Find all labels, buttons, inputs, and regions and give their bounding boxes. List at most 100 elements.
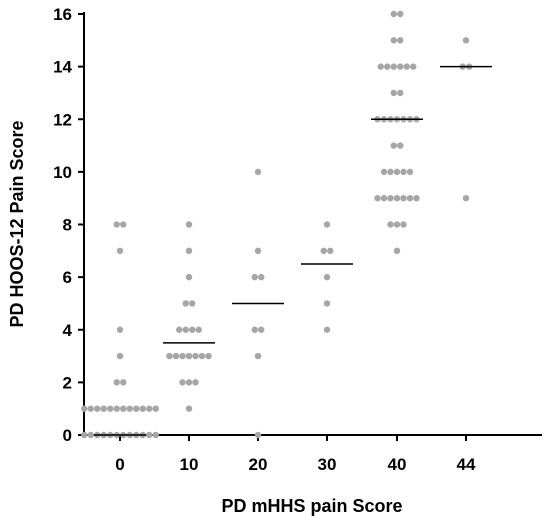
data-point <box>397 37 404 44</box>
data-point <box>462 194 470 202</box>
data-point <box>192 379 199 386</box>
data-point <box>195 326 202 333</box>
data-point <box>387 221 394 228</box>
data-point <box>251 273 258 281</box>
data-point <box>185 273 193 281</box>
data-point <box>406 168 414 176</box>
data-point <box>323 273 331 281</box>
data-point <box>116 326 124 333</box>
y-tick-label: 16 <box>53 5 72 24</box>
y-tick-label: 6 <box>63 268 72 287</box>
data-point <box>192 352 199 360</box>
data-point <box>254 352 262 360</box>
data-point <box>172 352 180 360</box>
data-point <box>185 405 193 412</box>
y-axis-ticks: 0 2 4 6 8 10 12 14 16 <box>53 5 84 445</box>
median-lines <box>94 65 492 436</box>
data-point <box>179 379 186 386</box>
data-point <box>113 221 120 228</box>
data-point <box>384 63 391 70</box>
x-tick-label: 20 <box>249 455 268 474</box>
data-point <box>133 405 140 412</box>
data-point <box>81 405 88 412</box>
data-point <box>323 300 331 307</box>
y-tick-label: 8 <box>63 216 72 235</box>
data-point <box>258 326 265 333</box>
data-point <box>113 379 120 386</box>
data-point <box>146 405 153 412</box>
data-point <box>462 37 470 44</box>
x-tick-label: 30 <box>318 455 337 474</box>
x-tick-label: 0 <box>115 455 124 474</box>
data-point <box>189 326 196 333</box>
data-point <box>413 194 420 202</box>
data-points <box>81 10 473 439</box>
x-tick-label: 44 <box>457 455 476 474</box>
y-tick-label: 12 <box>53 110 72 129</box>
data-point <box>126 405 133 412</box>
data-point <box>400 168 407 176</box>
y-tick-label: 10 <box>53 163 72 182</box>
x-axis-title: PD mHHS pain Score <box>221 496 402 516</box>
data-point <box>189 300 196 307</box>
data-point <box>185 379 193 386</box>
data-point <box>100 405 107 412</box>
data-point <box>139 405 146 412</box>
y-tick-label: 2 <box>63 373 72 392</box>
data-point <box>116 247 124 255</box>
data-point <box>390 10 397 18</box>
data-point <box>390 37 397 44</box>
data-point <box>393 247 401 255</box>
data-point <box>81 431 88 439</box>
y-tick-label: 4 <box>63 321 73 340</box>
data-point <box>393 194 401 202</box>
x-tick-label: 10 <box>180 455 199 474</box>
data-point <box>116 352 124 360</box>
data-point <box>166 352 173 360</box>
data-point <box>185 247 193 255</box>
data-point <box>182 326 189 333</box>
data-point <box>323 221 331 228</box>
y-tick-label: 14 <box>53 58 72 77</box>
data-point <box>406 194 414 202</box>
data-point <box>393 168 401 176</box>
data-point <box>377 63 384 70</box>
data-point <box>185 221 193 228</box>
data-point <box>327 247 334 255</box>
data-point <box>94 405 101 412</box>
data-point <box>120 405 127 412</box>
data-point <box>397 10 404 18</box>
axes <box>83 12 542 436</box>
data-point <box>251 326 258 333</box>
data-point <box>185 352 193 360</box>
data-point <box>176 326 183 333</box>
data-point <box>390 142 397 149</box>
data-point <box>254 168 262 176</box>
data-point <box>146 431 153 439</box>
x-axis-ticks: 0 10 20 30 40 44 <box>115 435 476 474</box>
data-point <box>258 273 265 281</box>
data-point <box>152 431 159 439</box>
data-point <box>380 194 388 202</box>
data-point <box>120 379 127 386</box>
data-point <box>254 431 262 439</box>
data-point <box>410 63 417 70</box>
data-point <box>393 221 401 228</box>
data-point <box>254 247 262 255</box>
x-tick-label: 40 <box>388 455 407 474</box>
data-point <box>397 89 404 97</box>
data-point <box>87 431 94 439</box>
data-point <box>400 194 407 202</box>
y-tick-label: 0 <box>63 426 72 445</box>
data-point <box>397 63 404 70</box>
data-point <box>179 352 186 360</box>
data-point <box>152 405 159 412</box>
data-point <box>205 352 212 360</box>
data-point <box>87 405 94 412</box>
data-point <box>323 326 331 333</box>
data-point <box>198 352 206 360</box>
data-point <box>400 221 407 228</box>
data-point <box>113 405 120 412</box>
data-point <box>390 63 397 70</box>
